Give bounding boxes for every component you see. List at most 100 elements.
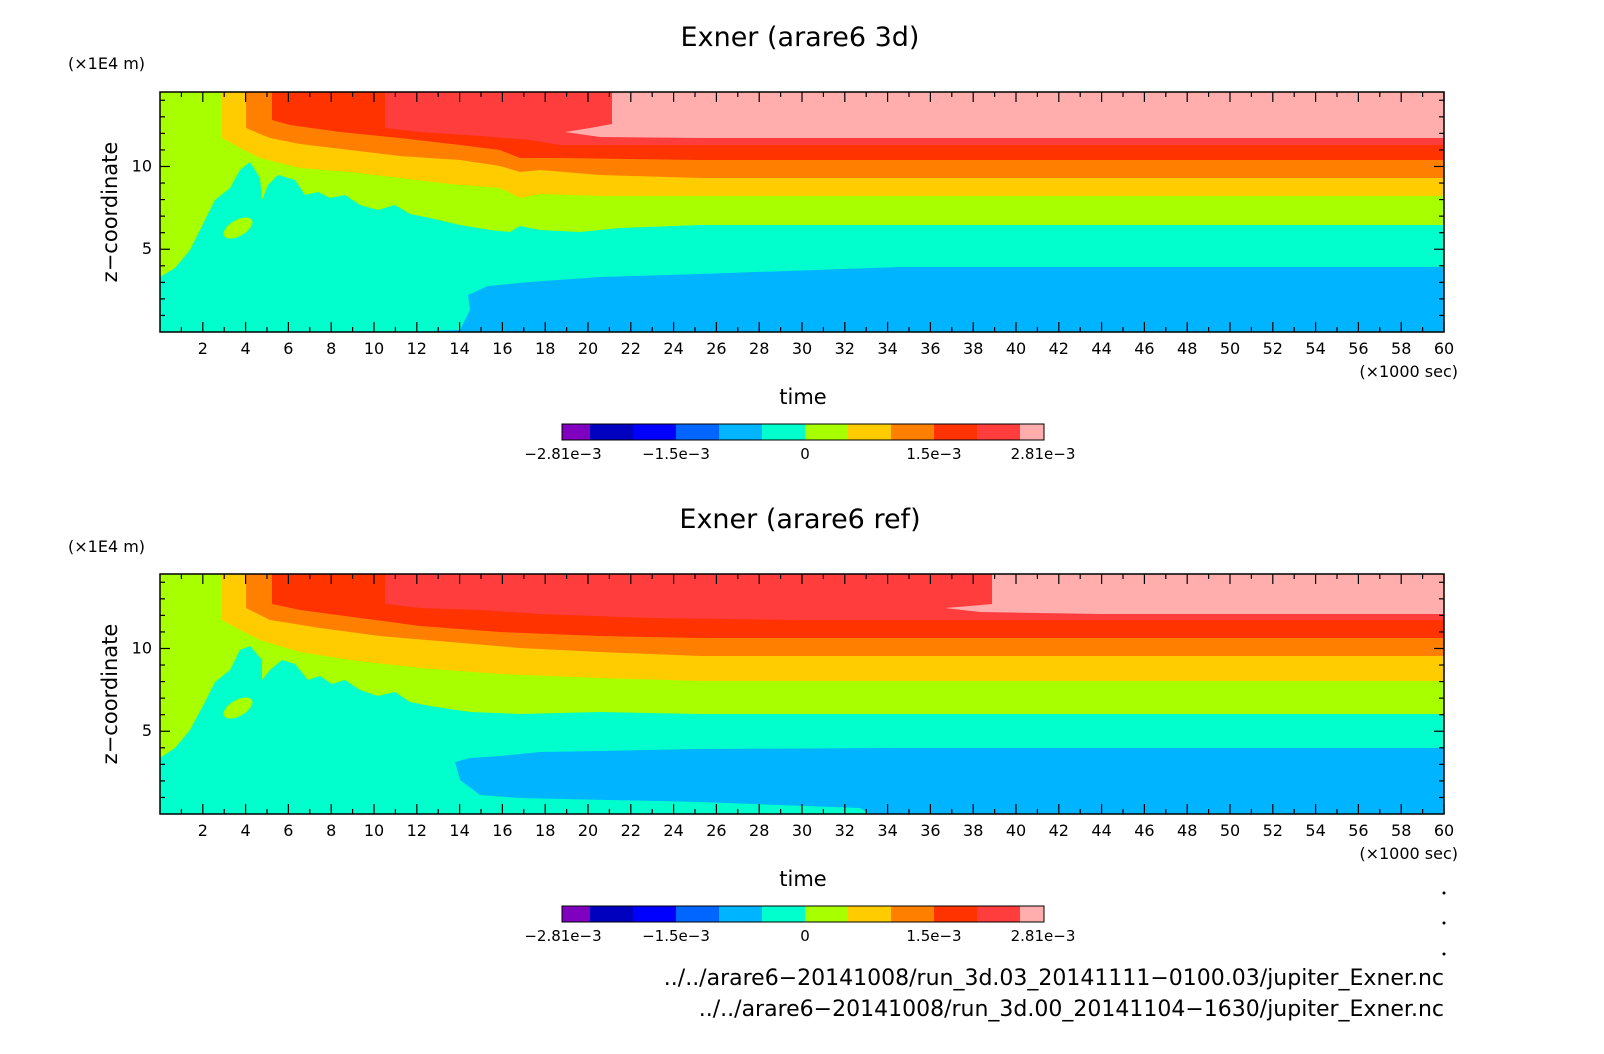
y-axis-label: z−coordinate (98, 624, 122, 765)
x-tick-label: 10 (364, 339, 384, 358)
colorbar-frame (561, 423, 1045, 441)
y-axis-unit: (×1E4 m) (68, 537, 145, 556)
colorbar-swatch (762, 906, 805, 922)
x-tick-label: 50 (1220, 339, 1240, 358)
x-tick-label: 48 (1177, 339, 1197, 358)
x-tick-label: 54 (1305, 821, 1325, 840)
heatmap-island (223, 697, 253, 719)
colorbar-swatch (590, 906, 633, 922)
colorbar-swatch (676, 906, 719, 922)
x-tick-label: 8 (326, 339, 336, 358)
x-tick-label: 38 (963, 821, 983, 840)
x-tick-label: 24 (663, 821, 683, 840)
heatmap-region-lime-left (160, 92, 222, 277)
x-tick-label: 18 (535, 339, 555, 358)
colorbar-swatch (805, 906, 848, 922)
x-tick-label: 34 (877, 339, 897, 358)
colorbar-swatch (719, 424, 762, 440)
y-tick-label: 10 (132, 638, 152, 657)
colorbar-swatch (762, 424, 805, 440)
x-axis-label: time (779, 385, 826, 409)
colorbar-swatch (848, 906, 891, 922)
heatmap-region-pink (945, 574, 1444, 614)
colorbar-swatch (891, 424, 934, 440)
x-tick-label: 46 (1134, 339, 1154, 358)
x-tick-label: 14 (449, 821, 469, 840)
x-axis-unit: (×1000 sec) (1359, 362, 1458, 381)
colorbar-swatch (891, 906, 934, 922)
file-path-2: ../../arare6−20141008/run_3d.00_20141104… (699, 997, 1444, 1022)
x-tick-label: 42 (1049, 821, 1069, 840)
x-tick-label: 22 (621, 821, 641, 840)
x-tick-label: 58 (1391, 339, 1411, 358)
x-axis: 2 4 6 8 10 12 14 16 18 20 22 24 26 28 30 32 34 36 38 40 42 44… (180, 92, 1454, 358)
colorbar-swatch (676, 424, 719, 440)
x-tick-label: 52 (1263, 821, 1283, 840)
y-tick-label: 5 (142, 721, 152, 740)
colorbar-tick-label: 1.5e−3 (906, 445, 961, 463)
colorbar-swatch (633, 906, 676, 922)
colorbar-swatch (934, 424, 977, 440)
x-tick-label: 50 (1220, 821, 1240, 840)
heatmap-field (160, 574, 1444, 814)
colorbar-swatch (805, 424, 848, 440)
x-tick-label: 6 (283, 339, 293, 358)
colorbar-swatch (1020, 424, 1044, 440)
colorbar-tick-label: −1.5e−3 (642, 927, 710, 945)
x-tick-label: 22 (621, 339, 641, 358)
x-tick-label: 36 (920, 339, 940, 358)
x-axis-unit: (×1000 sec) (1359, 844, 1458, 863)
x-tick-label: 10 (364, 821, 384, 840)
colorbar-tick-label: −2.81e−3 (524, 445, 601, 463)
colorbar-frame (561, 905, 1045, 923)
margin-dots (1442, 891, 1446, 956)
x-tick-label: 12 (407, 821, 427, 840)
chart-panel-2: Exner (arare6 ref) (×1E4 m) 2 4 6 8 10 12 14 16… (68, 504, 1458, 945)
x-tick-label: 18 (535, 821, 555, 840)
x-tick-label: 30 (792, 339, 812, 358)
y-tick-label: 10 (132, 156, 152, 175)
x-tick-label: 46 (1134, 821, 1154, 840)
x-tick-label: 36 (920, 821, 940, 840)
y-axis-label: z−coordinate (98, 142, 122, 283)
x-tick-label: 8 (326, 821, 336, 840)
colorbar-tick-label: −1.5e−3 (642, 445, 710, 463)
x-tick-label: 52 (1263, 339, 1283, 358)
x-tick-label: 44 (1091, 339, 1111, 358)
x-tick-label: 2 (198, 821, 208, 840)
colorbar-swatch (719, 906, 762, 922)
y-axis: 5 10 (132, 581, 1444, 799)
x-tick-label: 44 (1091, 821, 1111, 840)
x-axis-label: time (779, 867, 826, 891)
x-tick-label: 12 (407, 339, 427, 358)
x-tick-label: 30 (792, 821, 812, 840)
x-tick-label: 40 (1006, 821, 1026, 840)
x-axis: 2 4 6 8 10 12 14 16 18 20 22 24 26 28 30 32 34 36 38 40 42 44… (180, 574, 1454, 840)
x-tick-label: 26 (706, 821, 726, 840)
colorbar-tick-label: 2.81e−3 (1011, 445, 1076, 463)
colorbar-swatch (977, 906, 1020, 922)
colorbar-tick-label: 0 (800, 927, 810, 945)
y-tick-label: 5 (142, 239, 152, 258)
x-tick-label: 48 (1177, 821, 1197, 840)
colorbar: −2.81e−3 −1.5e−3 0 1.5e−3 2.81e−3 (524, 423, 1076, 463)
x-tick-label: 16 (492, 821, 512, 840)
colorbar-swatch (562, 424, 590, 440)
colorbar-swatch (562, 906, 590, 922)
x-tick-label: 32 (835, 821, 855, 840)
chart-title: Exner (arare6 3d) (681, 22, 920, 53)
x-tick-label: 40 (1006, 339, 1026, 358)
y-axis-unit: (×1E4 m) (68, 54, 145, 73)
x-tick-label: 34 (877, 821, 897, 840)
x-tick-label: 58 (1391, 821, 1411, 840)
chart-panel-1: Exner (arare6 3d) (×1E4 m) 2 4 6 8 10 12 14 16 1… (68, 22, 1458, 463)
x-tick-label: 54 (1305, 339, 1325, 358)
x-tick-label: 14 (449, 339, 469, 358)
x-tick-label: 32 (835, 339, 855, 358)
heatmap-region-lime-left (160, 574, 222, 758)
colorbar-tick-label: 2.81e−3 (1011, 927, 1076, 945)
colorbar-tick-label: 1.5e−3 (906, 927, 961, 945)
x-tick-label: 2 (198, 339, 208, 358)
x-tick-label: 6 (283, 821, 293, 840)
colorbar-tick-label: −2.81e−3 (524, 927, 601, 945)
